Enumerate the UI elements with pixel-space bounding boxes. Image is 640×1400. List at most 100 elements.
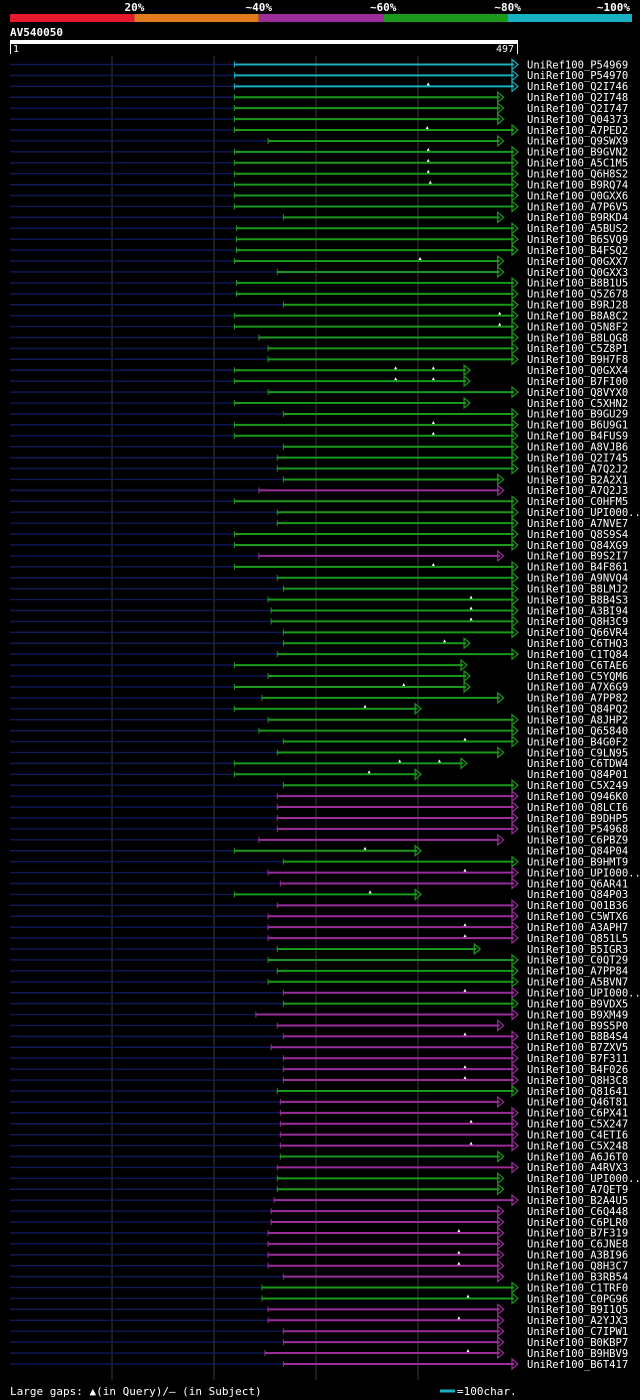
- hit-row[interactable]: UniRef100_Q81641: [10, 1084, 628, 1098]
- hit-row[interactable]: UniRef100_B9RQ74: [10, 178, 628, 191]
- hit-row[interactable]: UniRef100_Q5N8F2: [10, 320, 628, 333]
- hit-label[interactable]: UniRef100_C6PX41: [527, 1108, 628, 1120]
- hit-row[interactable]: UniRef100_A7PED2: [10, 123, 628, 137]
- hit-label[interactable]: UniRef100_B9S2I7: [527, 551, 628, 563]
- hit-label[interactable]: UniRef100_Q8H3C9: [527, 616, 628, 628]
- hit-label[interactable]: UniRef100_B8B4S4: [527, 1031, 628, 1043]
- hit-label[interactable]: UniRef100_A6J6T0: [527, 1151, 628, 1163]
- hit-row[interactable]: UniRef100_B4FSQ2: [10, 243, 628, 257]
- hit-label[interactable]: UniRef100_P54968: [527, 824, 628, 836]
- hit-row[interactable]: UniRef100_B9S5P0: [10, 1019, 628, 1032]
- hit-label[interactable]: UniRef100_B9H7F8: [527, 354, 628, 366]
- hit-label[interactable]: UniRef100_A3APH7: [527, 922, 628, 934]
- hit-row[interactable]: UniRef100_C5X249: [10, 778, 628, 792]
- hit-row[interactable]: UniRef100_B7F311: [10, 1051, 628, 1065]
- hit-label[interactable]: UniRef100_B8A8C2: [527, 310, 628, 322]
- hit-row[interactable]: UniRef100_C0PG96: [10, 1292, 628, 1305]
- hit-row[interactable]: UniRef100_Q66VR4: [10, 626, 628, 639]
- hit-label[interactable]: UniRef100_B9VDX5: [527, 998, 628, 1010]
- hit-label[interactable]: UniRef100_A5BVN7: [527, 977, 628, 989]
- hit-label[interactable]: UniRef100_Q84XG9: [527, 540, 628, 552]
- hit-row[interactable]: UniRef100_B9RJ28: [10, 298, 628, 312]
- hit-label[interactable]: UniRef100_A5BUS2: [527, 223, 628, 235]
- hit-row[interactable]: UniRef100_B4FUS9: [10, 429, 628, 443]
- hit-row[interactable]: UniRef100_Q5Z678: [10, 287, 628, 301]
- hit-row[interactable]: UniRef100_B0KBP7: [10, 1335, 628, 1349]
- hit-label[interactable]: UniRef100_B4F026: [527, 1064, 628, 1076]
- hit-row[interactable]: UniRef100_A5BUS2: [10, 222, 628, 235]
- hit-row[interactable]: UniRef100_B4G0F2: [10, 735, 628, 748]
- hit-label[interactable]: UniRef100_A7Q2J3: [527, 485, 628, 497]
- hit-label[interactable]: UniRef100_Q2I746: [527, 81, 628, 93]
- hit-label[interactable]: UniRef100_UPI000..: [527, 1173, 640, 1185]
- hit-row[interactable]: UniRef100_C1TRF0: [10, 1281, 628, 1294]
- hit-label[interactable]: UniRef100_C6PLR0: [527, 1217, 628, 1229]
- hit-label[interactable]: UniRef100_B9RKD4: [527, 212, 628, 224]
- hit-row[interactable]: UniRef100_Q9SWX9: [10, 134, 628, 148]
- hit-label[interactable]: UniRef100_A9NVQ4: [527, 573, 628, 585]
- hit-row[interactable]: UniRef100_UPI000..: [10, 986, 640, 1000]
- hit-label[interactable]: UniRef100_B4F861: [527, 562, 628, 574]
- hit-label[interactable]: UniRef100_P54970: [527, 70, 628, 82]
- hit-row[interactable]: UniRef100_A5C1M5: [10, 156, 628, 170]
- hit-row[interactable]: UniRef100_B5IGR3: [10, 942, 628, 956]
- hit-row[interactable]: UniRef100_C5Z8P1: [10, 342, 628, 355]
- hit-row[interactable]: UniRef100_A7Q2J2: [10, 462, 628, 475]
- hit-label[interactable]: UniRef100_Q0GXX3: [527, 267, 628, 279]
- hit-row[interactable]: UniRef100_Q2I745: [10, 451, 628, 464]
- hit-row[interactable]: UniRef100_C6PX41: [10, 1106, 628, 1120]
- hit-row[interactable]: UniRef100_Q0GXX3: [10, 265, 628, 279]
- hit-row[interactable]: UniRef100_A7PP84: [10, 964, 628, 978]
- hit-label[interactable]: UniRef100_C4ETI6: [527, 1129, 628, 1141]
- hit-row[interactable]: UniRef100_Q6H8S2: [10, 167, 628, 181]
- hit-label[interactable]: UniRef100_B7FI00: [527, 376, 628, 388]
- hit-label[interactable]: UniRef100_B7F319: [527, 1228, 628, 1240]
- hit-label[interactable]: UniRef100_Q8VYX0: [527, 387, 628, 399]
- hit-row[interactable]: UniRef100_B9S2I7: [10, 549, 628, 563]
- hit-row[interactable]: UniRef100_C6Q448: [10, 1204, 628, 1218]
- hit-label[interactable]: UniRef100_C5WTX6: [527, 911, 628, 923]
- hit-row[interactable]: UniRef100_A7PP82: [10, 691, 628, 705]
- hit-label[interactable]: UniRef100_A8JHP2: [527, 715, 628, 727]
- hit-label[interactable]: UniRef100_A3BI94: [527, 605, 628, 617]
- hit-label[interactable]: UniRef100_Q9SWX9: [527, 136, 628, 148]
- hit-row[interactable]: UniRef100_Q8LCI6: [10, 800, 628, 814]
- hit-row[interactable]: UniRef100_A5BVN7: [10, 975, 628, 989]
- hit-row[interactable]: UniRef100_A6J6T0: [10, 1150, 628, 1163]
- hit-label[interactable]: UniRef100_B3RB54: [527, 1271, 628, 1283]
- hit-label[interactable]: UniRef100_Q0GXX7: [527, 256, 628, 268]
- hit-row[interactable]: UniRef100_Q84P03: [10, 888, 628, 901]
- hit-row[interactable]: UniRef100_C6TDW4: [10, 757, 628, 770]
- hit-row[interactable]: UniRef100_C9LN95: [10, 746, 628, 759]
- hit-row[interactable]: UniRef100_A3BI96: [10, 1248, 628, 1262]
- hit-label[interactable]: UniRef100_A4RVX3: [527, 1162, 628, 1174]
- hit-label[interactable]: UniRef100_Q5Z678: [527, 289, 628, 301]
- hit-label[interactable]: UniRef100_C5XHN2: [527, 398, 628, 410]
- hit-label[interactable]: UniRef100_B4FUS9: [527, 431, 628, 443]
- hit-label[interactable]: UniRef100_B8B4S3: [527, 594, 628, 606]
- hit-row[interactable]: UniRef100_C4ETI6: [10, 1128, 628, 1141]
- hit-label[interactable]: UniRef100_C6TAE6: [527, 660, 628, 672]
- hit-row[interactable]: UniRef100_Q84P01: [10, 768, 628, 781]
- hit-row[interactable]: UniRef100_P54968: [10, 822, 628, 836]
- hit-row[interactable]: UniRef100_B6SVQ9: [10, 232, 628, 246]
- hit-row[interactable]: UniRef100_Q0GXX7: [10, 254, 628, 268]
- hit-row[interactable]: UniRef100_Q8H3C8: [10, 1073, 628, 1087]
- hit-label[interactable]: UniRef100_B9XM49: [527, 1009, 628, 1021]
- hit-row[interactable]: UniRef100_B9VDX5: [10, 997, 628, 1010]
- hit-label[interactable]: UniRef100_Q6H8S2: [527, 169, 628, 181]
- hit-row[interactable]: UniRef100_Q04373: [10, 112, 628, 126]
- hit-row[interactable]: UniRef100_Q6AR41: [10, 877, 628, 890]
- hit-row[interactable]: UniRef100_B9DHP5: [10, 811, 628, 825]
- hit-row[interactable]: UniRef100_B2A4U5: [10, 1193, 628, 1207]
- hit-label[interactable]: UniRef100_UPI000..: [527, 867, 640, 879]
- hit-label[interactable]: UniRef100_C5Z8P1: [527, 343, 628, 355]
- hit-row[interactable]: UniRef100_B4F861: [10, 560, 628, 574]
- hit-row[interactable]: UniRef100_Q2I746: [10, 80, 628, 93]
- hit-row[interactable]: UniRef100_Q946K0: [10, 789, 628, 803]
- hit-label[interactable]: UniRef100_Q851L5: [527, 933, 628, 945]
- hit-label[interactable]: UniRef100_B8B1U5: [527, 278, 628, 290]
- hit-label[interactable]: UniRef100_Q84P04: [527, 846, 628, 858]
- hit-row[interactable]: UniRef100_C6THQ3: [10, 636, 628, 650]
- hit-label[interactable]: UniRef100_P54969: [527, 59, 628, 71]
